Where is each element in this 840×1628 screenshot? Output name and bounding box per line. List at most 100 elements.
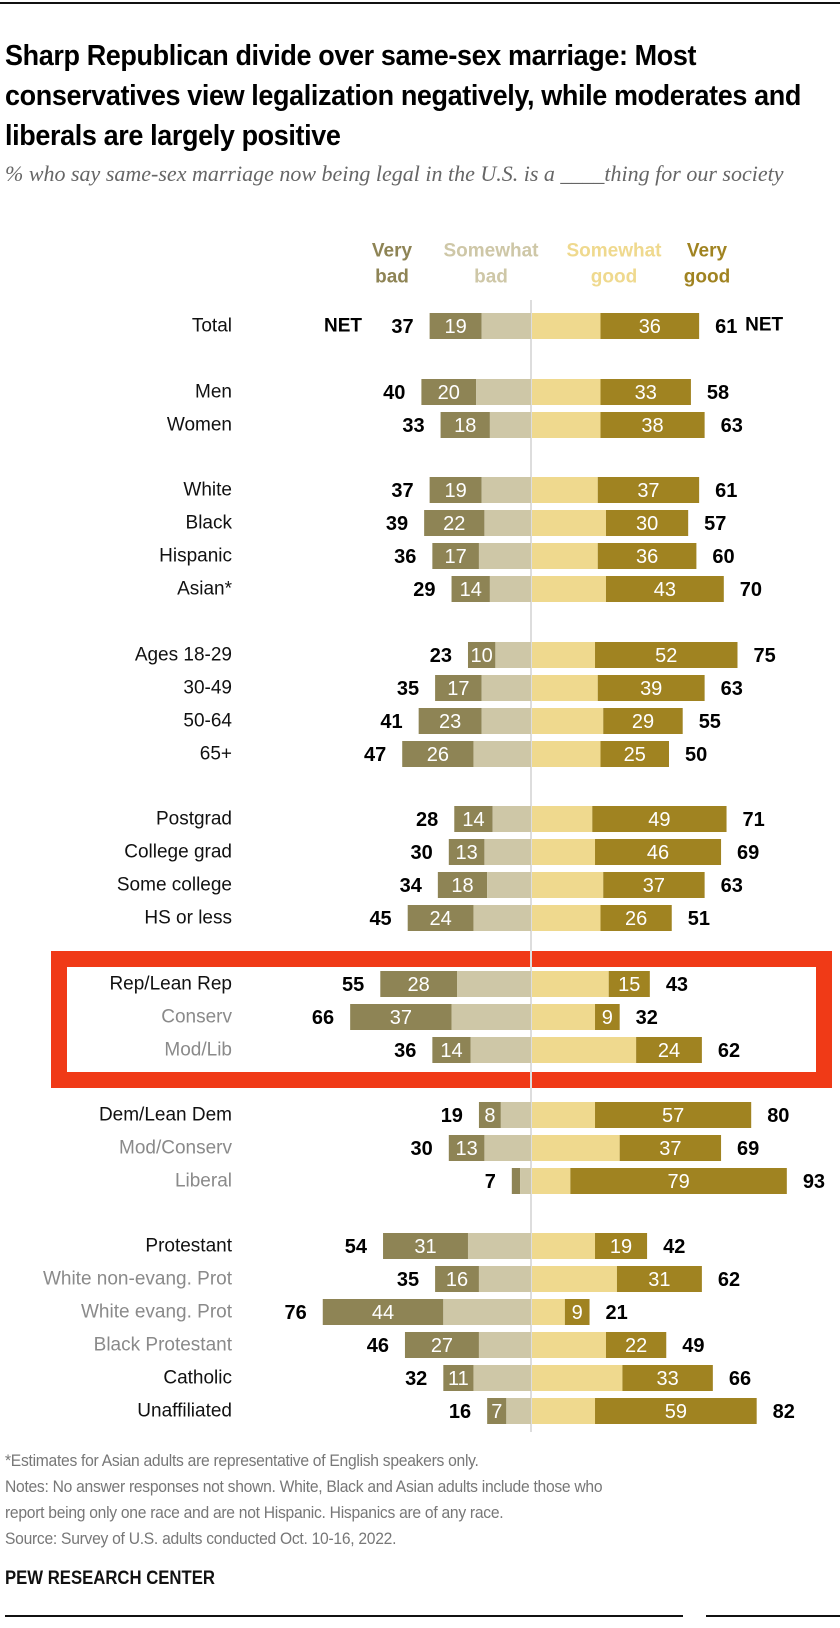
- row-label: 50-64: [183, 711, 232, 732]
- net-good-label: 69: [737, 842, 759, 864]
- bar-somewhat-good: [532, 1102, 596, 1128]
- net-bad-label: 30: [411, 842, 433, 864]
- row-label: Men: [195, 382, 232, 403]
- bar-somewhat-good: [532, 379, 601, 405]
- chart-row: College grad 13 46 30 69: [124, 839, 759, 865]
- footnote-asian: *Estimates for Asian adults are represen…: [5, 1451, 479, 1470]
- bar-very-good: [605, 510, 689, 536]
- net-bad-label: 35: [397, 1269, 419, 1291]
- row-label: Women: [167, 415, 232, 436]
- row-label: Total: [192, 316, 232, 337]
- footnote-source: Source: Survey of U.S. adults conducted …: [5, 1529, 397, 1548]
- value-label-very-good: 46: [647, 842, 669, 864]
- chart-row: Women 18 38 33 63: [167, 412, 743, 438]
- net-good-label: 21: [606, 1302, 628, 1324]
- bar-very-bad: [429, 477, 482, 503]
- row-label: Liberal: [175, 1171, 232, 1192]
- value-label-very-bad: 24: [429, 908, 451, 930]
- row-label: White evang. Prot: [81, 1302, 233, 1323]
- legend-label-very-bad: Very: [372, 241, 413, 262]
- net-good-label: 63: [721, 678, 743, 700]
- bar-somewhat-good: [532, 839, 596, 865]
- value-label-very-good: 33: [635, 382, 657, 404]
- bar-very-bad: [454, 806, 493, 832]
- bar-somewhat-bad: [484, 839, 531, 865]
- value-label-very-bad: 14: [440, 1040, 462, 1062]
- bar-somewhat-good: [532, 872, 604, 898]
- value-label-very-good: 39: [640, 678, 662, 700]
- row-label: Mod/Conserv: [119, 1138, 232, 1159]
- bar-somewhat-good: [532, 1332, 606, 1358]
- bar-somewhat-bad: [473, 905, 531, 931]
- net-good-label: 42: [663, 1236, 685, 1258]
- value-label-very-good: 43: [654, 579, 676, 601]
- net-good-label: 63: [721, 415, 743, 437]
- value-label-very-good: 52: [655, 645, 677, 667]
- chart-row: Postgrad 14 49 28 71: [156, 806, 765, 832]
- value-label-very-bad: 17: [445, 546, 467, 568]
- bar-very-bad: [350, 1004, 452, 1030]
- row-label: Hispanic: [159, 546, 232, 567]
- bar-very-bad: [437, 872, 488, 898]
- net-bad-label: 46: [367, 1335, 389, 1357]
- row-label: Catholic: [163, 1368, 232, 1389]
- value-label-very-good: 22: [625, 1335, 647, 1357]
- net-bad-label: 76: [285, 1302, 307, 1324]
- value-label-very-good: 29: [632, 711, 654, 733]
- bar-very-bad: [511, 1168, 521, 1194]
- bar-very-bad: [448, 1135, 485, 1161]
- bar-somewhat-good: [532, 412, 601, 438]
- value-label-very-good: 36: [636, 546, 658, 568]
- bar-very-bad: [478, 1102, 501, 1128]
- bar-very-good: [605, 1332, 667, 1358]
- chart-row: Unaffiliated 7 59 16 82: [137, 1398, 795, 1424]
- diverging-bar-chart: Very bad Somewhat bad Somewhat good Very good T…: [43, 241, 825, 1432]
- bar-very-bad: [404, 1332, 479, 1358]
- net-good-label: 63: [721, 875, 743, 897]
- net-good-label: 62: [718, 1269, 740, 1291]
- chart-row: Catholic 11 33 32 66: [163, 1365, 751, 1391]
- net-bad-label: 30: [411, 1138, 433, 1160]
- value-label-very-bad: 31: [414, 1236, 436, 1258]
- net-bad-label: 54: [345, 1236, 368, 1258]
- bar-very-good: [619, 1135, 722, 1161]
- chart-row: Rep/Lean Rep 28 15 55 43: [109, 971, 688, 997]
- bar-very-good: [600, 379, 691, 405]
- value-label-very-bad: 13: [455, 842, 477, 864]
- bar-very-good: [595, 1102, 752, 1128]
- net-bad-label: 55: [342, 974, 364, 996]
- net-bad-label: 39: [386, 513, 408, 535]
- brand-logo-text: PEW RESEARCH CENTER: [5, 1568, 215, 1589]
- net-good-label: 80: [767, 1105, 789, 1127]
- bar-somewhat-good: [532, 1365, 623, 1391]
- row-label: White: [183, 480, 232, 501]
- net-good-label: 82: [773, 1401, 795, 1423]
- value-label-very-good: 79: [667, 1171, 689, 1193]
- net-bad-label: 66: [312, 1007, 334, 1029]
- bar-somewhat-bad: [487, 872, 531, 898]
- row-label: Dem/Lean Dem: [99, 1105, 232, 1126]
- net-good-label: 69: [737, 1138, 759, 1160]
- net-good-label: 60: [712, 546, 734, 568]
- row-label: Black Protestant: [94, 1335, 233, 1356]
- chart-row: White non-evang. Prot 16 31 35 62: [43, 1266, 740, 1292]
- bar-somewhat-good: [532, 675, 598, 701]
- value-label-very-bad: 8: [484, 1105, 495, 1127]
- row-label: Protestant: [145, 1236, 232, 1257]
- net-good-label: 50: [685, 744, 707, 766]
- bar-very-good: [570, 1168, 787, 1194]
- value-label-very-good: 9: [572, 1302, 583, 1324]
- bar-very-bad: [435, 1266, 479, 1292]
- chart-subtitle: % who say same-sex marriage now being le…: [5, 161, 784, 186]
- chart-row: White evang. Prot 44 9 76 21: [81, 1299, 628, 1325]
- net-good-label: 70: [740, 579, 762, 601]
- bar-somewhat-good: [532, 708, 604, 734]
- bar-somewhat-bad: [478, 543, 531, 569]
- chart-row: Dem/Lean Dem 8 57 19 80: [99, 1102, 789, 1128]
- chart-rows: Total 19 36 37 61 NET NET Men 20 33 40 58 Women 18 38 3…: [43, 313, 825, 1424]
- net-good-label: 55: [699, 711, 721, 733]
- chart-row: Black 22 30 39 57: [186, 510, 726, 536]
- bar-very-bad: [448, 839, 485, 865]
- value-label-very-bad: 27: [431, 1335, 453, 1357]
- bar-very-good: [616, 1266, 702, 1292]
